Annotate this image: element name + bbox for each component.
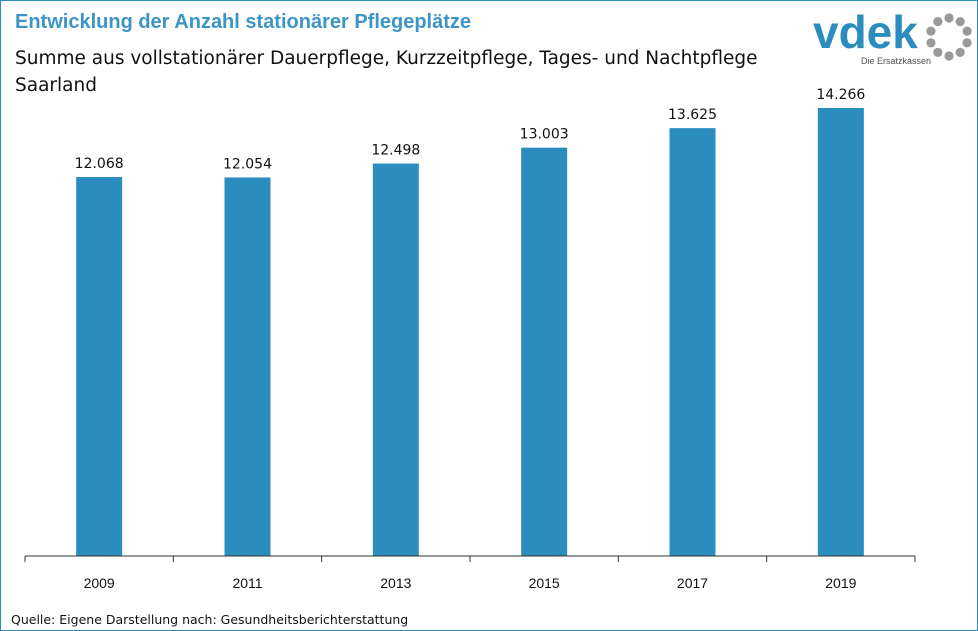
logo-ring-dot	[926, 26, 936, 36]
chart-subtitle: Summe aus vollstationärer Dauerpflege, K…	[15, 45, 758, 99]
value-label-2011: 12.054	[223, 156, 272, 172]
bar-2011	[224, 177, 271, 557]
logo-ring-dot	[944, 51, 954, 61]
x-tick-label-2017: 2017	[677, 575, 708, 591]
x-tick-label-2013: 2013	[380, 575, 411, 591]
subtitle-line-1: Summe aus vollstationärer Dauerpflege, K…	[15, 48, 758, 69]
logo-ring-dot	[955, 47, 965, 57]
logo-ring-dot	[955, 17, 965, 27]
chart-title: Entwicklung der Anzahl stationärer Pfleg…	[15, 11, 472, 33]
logo-tagline: Die Ersatzkassen	[861, 56, 932, 66]
value-label-2019: 14.266	[816, 87, 865, 103]
logo-ring-dot	[933, 17, 943, 27]
x-tick-label-2011: 2011	[232, 575, 262, 591]
logo-wordmark: vdek	[813, 6, 918, 58]
subtitle-line-2: Saarland	[15, 75, 97, 96]
value-label-2009: 12.068	[75, 156, 124, 172]
bar-2017	[669, 128, 716, 556]
value-label-2017: 13.625	[668, 107, 717, 123]
logo-ring-icon	[926, 13, 972, 61]
logo-ring-dot	[933, 47, 943, 57]
logo-ring-dot	[962, 26, 972, 36]
bar-2015	[521, 147, 568, 556]
x-tick-label-2019: 2019	[825, 575, 856, 591]
vdek-logo: vdek Die Ersatzkassen	[813, 6, 973, 73]
x-tick-label-2009: 2009	[84, 575, 115, 591]
bar-2013	[372, 163, 419, 556]
x-tick-label-2015: 2015	[529, 575, 560, 591]
bar-2009	[76, 177, 123, 556]
logo-ring-dot	[926, 38, 936, 48]
source-note: Quelle: Eigene Darstellung nach: Gesundh…	[11, 612, 409, 627]
bar-2019	[817, 108, 864, 556]
value-label-2015: 13.003	[520, 127, 569, 143]
logo-ring-dot	[944, 13, 954, 23]
value-label-2013: 12.498	[371, 143, 420, 159]
logo-ring-dot	[962, 38, 972, 48]
